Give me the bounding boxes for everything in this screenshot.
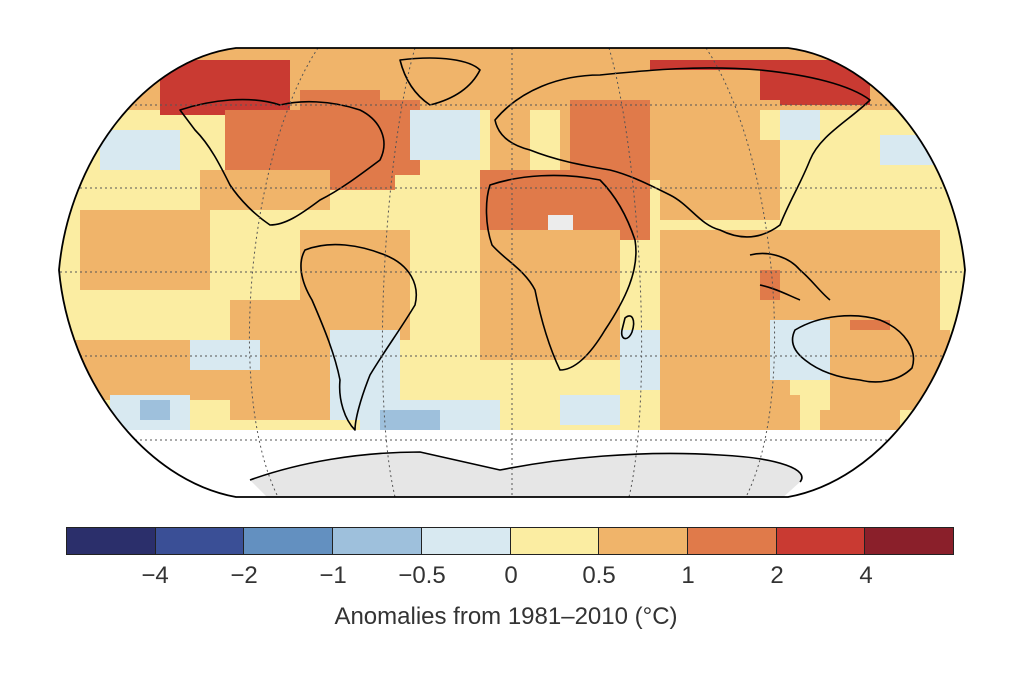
coastline-south-america — [300, 243, 417, 431]
colorbar-tick-label: −2 — [230, 562, 258, 589]
legend-title: Anomalies from 1981–2010 (°C) — [334, 603, 678, 630]
coastline-madagascar — [620, 315, 635, 340]
coastline-australia — [791, 314, 915, 383]
coastline-antarctica — [249, 451, 803, 483]
world-map — [58, 47, 966, 498]
colorbar-swatch — [510, 528, 600, 554]
colorbar-tick-label: −4 — [141, 562, 169, 589]
colorbar-swatch — [244, 528, 334, 554]
colorbar-tick-label: 2 — [770, 562, 784, 589]
colorbar — [66, 527, 954, 555]
coastlines — [179, 57, 915, 483]
colorbar-swatch — [687, 528, 777, 554]
colorbar-swatch — [333, 528, 422, 554]
graticule — [59, 48, 965, 497]
coastline-africa — [485, 174, 637, 371]
colorbar-tick-label: 1 — [681, 562, 695, 589]
colorbar-tick-label: 0.5 — [582, 562, 616, 589]
colorbar-swatch — [67, 528, 156, 554]
colorbar-swatch — [865, 528, 954, 554]
coastline-southeast-asia — [749, 252, 831, 301]
globe-outline — [58, 47, 966, 498]
colorbar-swatch — [155, 528, 245, 554]
colorbar-tick-label: −0.5 — [398, 562, 446, 589]
colorbar-tick-label: 4 — [859, 562, 873, 589]
colorbar-swatch — [776, 528, 866, 554]
coastline-eurasia — [494, 67, 871, 238]
colorbar-tick-label: −1 — [319, 562, 347, 589]
colorbar-swatch — [599, 528, 688, 554]
colorbar-swatch — [421, 528, 511, 554]
coastline-greenland — [399, 57, 481, 106]
colorbar-tick-label: 0 — [504, 562, 518, 589]
anomaly-field — [59, 48, 965, 497]
